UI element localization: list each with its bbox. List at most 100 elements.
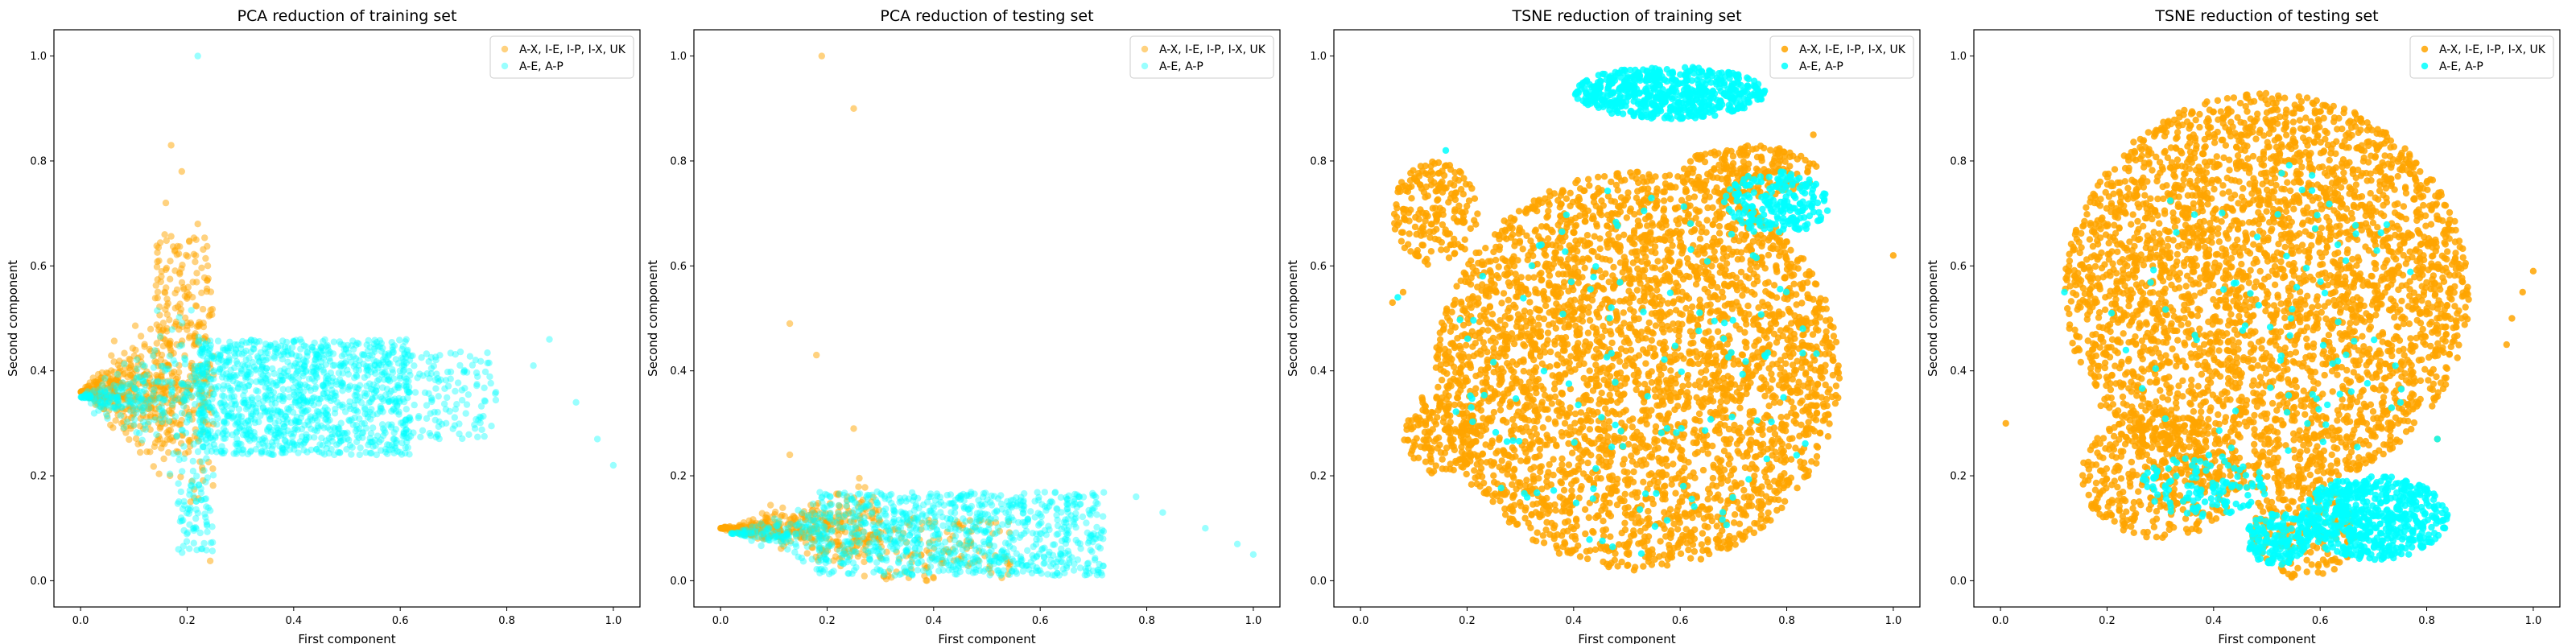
data-point xyxy=(233,448,240,456)
data-point xyxy=(432,433,440,441)
data-point xyxy=(156,332,164,341)
data-point xyxy=(832,538,840,545)
data-point xyxy=(208,418,217,425)
data-point xyxy=(233,379,241,387)
data-point xyxy=(355,366,362,374)
data-point xyxy=(259,372,266,379)
data-point xyxy=(813,525,821,532)
data-point xyxy=(951,536,958,544)
data-point xyxy=(247,410,255,417)
data-point xyxy=(233,360,242,367)
data-point xyxy=(367,415,374,423)
data-point xyxy=(262,349,270,357)
data-point xyxy=(269,427,277,434)
data-point xyxy=(378,405,386,412)
data-point xyxy=(271,399,279,407)
data-point xyxy=(146,345,153,353)
data-point xyxy=(216,365,224,374)
data-point xyxy=(200,408,208,415)
data-point xyxy=(383,372,391,380)
data-point xyxy=(301,439,308,446)
data-point xyxy=(813,351,820,359)
data-point xyxy=(332,405,339,413)
data-point xyxy=(325,350,332,357)
data-point xyxy=(485,359,493,366)
data-point xyxy=(180,381,188,388)
data-point xyxy=(1816,429,1824,436)
data-point xyxy=(271,348,279,356)
data-point xyxy=(869,493,877,501)
data-point xyxy=(1038,546,1046,553)
data-point xyxy=(890,539,898,547)
legend-marker xyxy=(1141,62,1149,70)
data-point xyxy=(268,395,276,403)
y-tick-label: 1.0 xyxy=(30,51,47,63)
data-point xyxy=(256,436,263,444)
data-point xyxy=(339,380,346,388)
data-point xyxy=(275,407,282,415)
data-point xyxy=(321,336,328,344)
data-point xyxy=(196,411,203,418)
data-point xyxy=(328,433,336,441)
data-point xyxy=(456,348,464,356)
data-point xyxy=(97,403,105,411)
data-point xyxy=(882,555,890,562)
data-point xyxy=(354,397,361,404)
data-point xyxy=(287,430,295,438)
data-point xyxy=(854,535,861,542)
data-point xyxy=(331,361,338,369)
data-point xyxy=(729,530,737,538)
data-point xyxy=(301,362,308,370)
data-point xyxy=(402,449,409,457)
data-point xyxy=(192,497,200,506)
data-point xyxy=(253,387,260,394)
data-point xyxy=(341,351,348,358)
data-point xyxy=(277,408,284,415)
data-point xyxy=(487,379,494,387)
data-point xyxy=(846,553,853,560)
data-point xyxy=(1071,521,1078,528)
data-point xyxy=(199,367,207,375)
data-point xyxy=(383,386,391,393)
data-point xyxy=(1133,493,1140,501)
data-point xyxy=(447,375,454,382)
data-point xyxy=(919,567,927,574)
data-point xyxy=(320,390,328,398)
data-point xyxy=(297,392,305,399)
data-point xyxy=(198,349,206,357)
data-point xyxy=(796,530,803,537)
data-point xyxy=(98,401,106,408)
data-point xyxy=(229,431,236,439)
data-point xyxy=(1804,279,1811,287)
data-point xyxy=(263,380,270,387)
data-point xyxy=(1773,506,1781,514)
data-point xyxy=(154,307,161,314)
data-point xyxy=(303,353,311,360)
data-point xyxy=(311,378,318,385)
data-point xyxy=(220,435,227,442)
data-point xyxy=(101,374,109,382)
data-point xyxy=(407,432,415,440)
data-point xyxy=(175,498,183,506)
data-point xyxy=(101,388,109,395)
data-point xyxy=(861,558,868,566)
data-point xyxy=(371,348,378,355)
x-tick-label: 1.0 xyxy=(1885,615,1902,627)
data-point xyxy=(381,353,388,361)
data-point xyxy=(869,521,877,528)
data-point xyxy=(199,369,207,377)
data-point xyxy=(210,371,217,378)
legend: A-X, I-E, I-P, I-X, UKA-E, A-P xyxy=(489,35,634,79)
data-point xyxy=(155,419,163,427)
data-point xyxy=(396,398,403,406)
data-point xyxy=(314,352,321,359)
data-point xyxy=(270,369,278,378)
data-point xyxy=(415,415,422,422)
data-point xyxy=(210,353,217,360)
data-point xyxy=(196,458,204,465)
data-point xyxy=(326,416,333,424)
data-point xyxy=(925,568,933,576)
data-point xyxy=(458,397,466,404)
data-point xyxy=(991,509,998,516)
